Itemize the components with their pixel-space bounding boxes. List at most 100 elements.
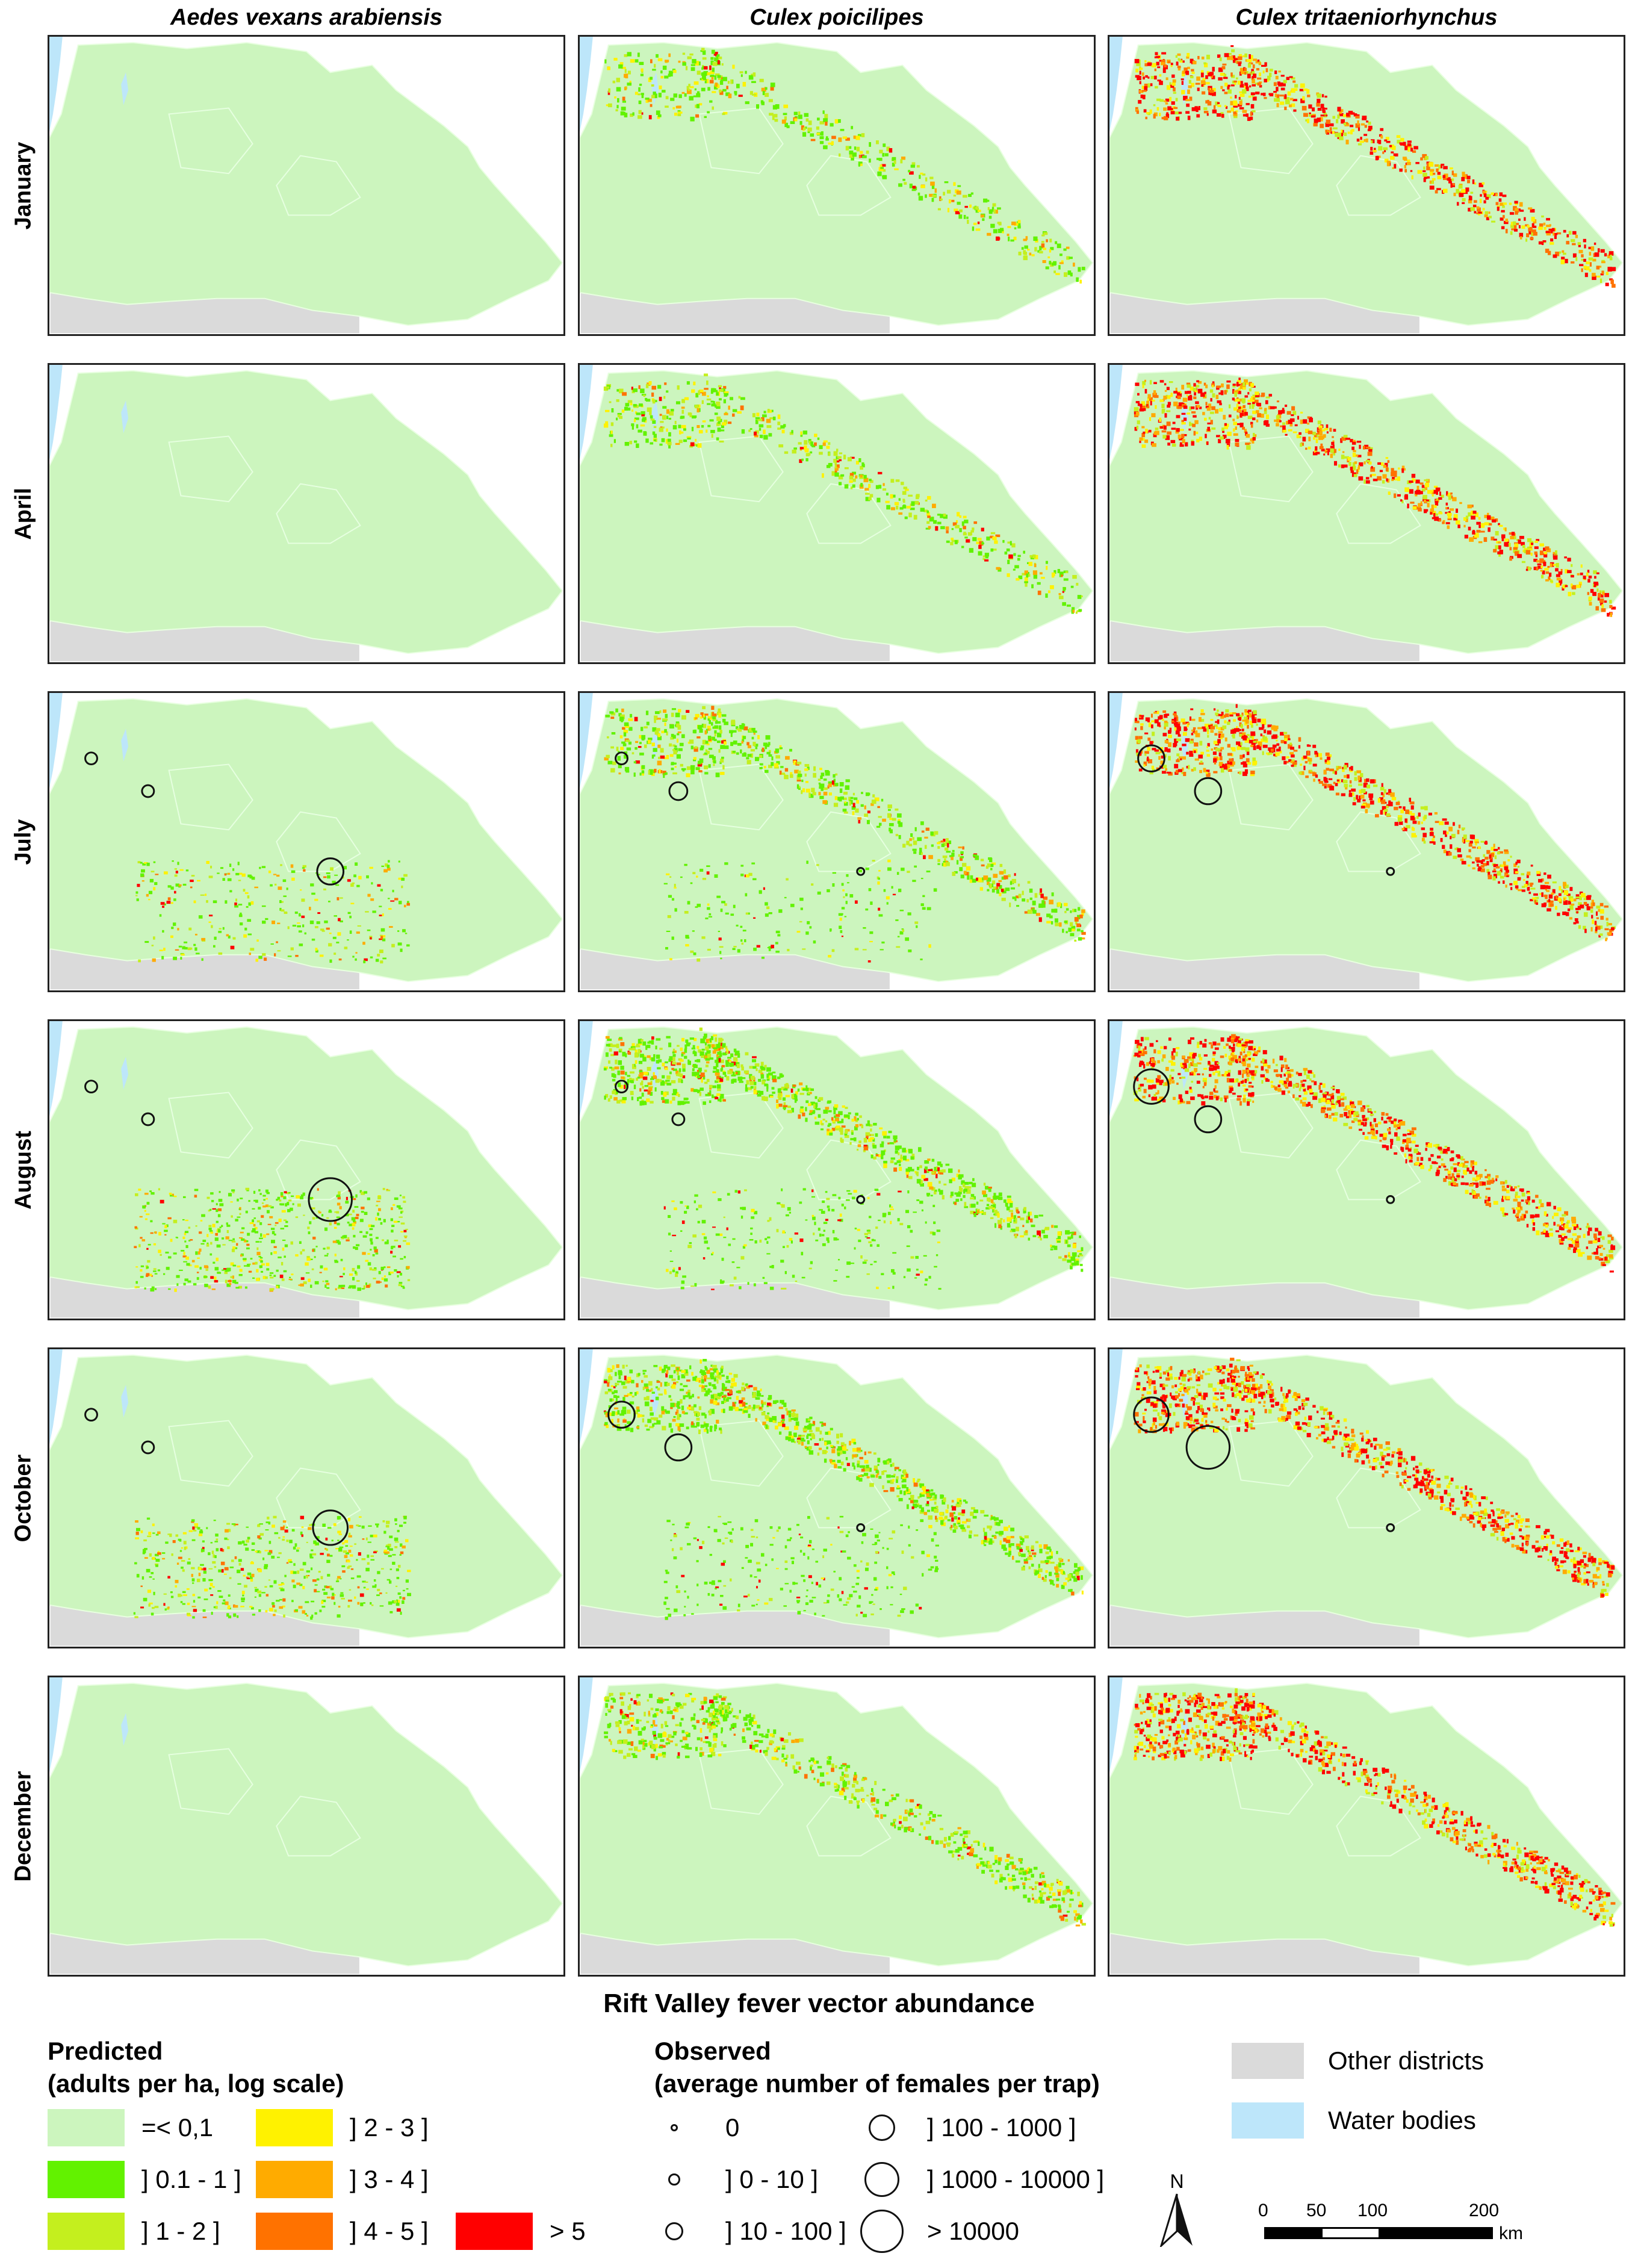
map-panel-january-3 (1108, 35, 1625, 336)
observed-trap-circle (1194, 1105, 1223, 1134)
map-panel-october-1 (48, 1347, 565, 1648)
north-label: N (1170, 2170, 1184, 2192)
observed-class-0: 0 (641, 2109, 739, 2146)
water-bodies-swatch (1232, 2102, 1304, 2139)
lake (121, 400, 129, 433)
observed-trap-circle (664, 1433, 693, 1462)
water-body (580, 37, 593, 132)
observed-trap-circle (1185, 1424, 1231, 1470)
predicted-class-6: > 5 (456, 2213, 586, 2250)
scale-tick-100: 100 (1357, 2201, 1388, 2220)
scale-bar-graphic (1264, 2227, 1493, 2239)
map-panel-august-2 (578, 1019, 1096, 1320)
observed-trap-circle (668, 781, 689, 801)
north-arrow-icon (1159, 2193, 1193, 2249)
row-title-december: December (10, 1771, 36, 1881)
water-body (49, 693, 63, 789)
row-title-january: January (10, 141, 36, 229)
map-panel-december-3 (1108, 1676, 1625, 1977)
lake (651, 400, 659, 433)
observed-trap-circle (671, 1112, 686, 1126)
water-body (49, 1021, 63, 1117)
map-panel-august-1 (48, 1019, 565, 1320)
water-body (580, 365, 593, 461)
observed-class-3-circle (869, 2114, 895, 2141)
map-panel-december-1 (48, 1676, 565, 1977)
map-panel-april-2 (578, 363, 1096, 664)
predicted-class-0-swatch (48, 2109, 125, 2146)
observed-class-5: > 10000 (849, 2210, 1019, 2253)
water-body (580, 1677, 593, 1773)
observed-class-4: ] 1000 - 10000 ] (849, 2161, 1104, 2198)
water-body (580, 1349, 593, 1445)
map-panel-july-2 (578, 691, 1096, 992)
water-body (580, 1021, 593, 1117)
predicted-heading: Predicted (adults per ha, log scale) (48, 2037, 344, 2098)
water-body (1109, 693, 1123, 789)
observed-class-5-circle (860, 2210, 904, 2253)
observed-trap-circle (141, 1112, 155, 1126)
predicted-class-4: ] 3 - 4 ] (256, 2161, 429, 2198)
observed-trap-circle (1386, 1523, 1395, 1532)
observed-trap-circle (1194, 777, 1223, 806)
observed-trap-circle (312, 1509, 349, 1546)
observed-class-3: ] 100 - 1000 ] (849, 2109, 1076, 2146)
observed-heading: Observed (average number of females per … (654, 2037, 1100, 2098)
column-title-culex-poicilipes: Culex poicilipes (749, 5, 924, 30)
predicted-class-6-swatch (456, 2213, 533, 2250)
map-panel-april-1 (48, 363, 565, 664)
water-body (49, 1349, 63, 1445)
scale-tick-50: 50 (1306, 2201, 1327, 2220)
row-title-july: July (10, 818, 36, 865)
map-panel-july-3 (1108, 691, 1625, 992)
map-panel-january-1 (48, 35, 565, 336)
row-title-october: October (10, 1454, 36, 1542)
observed-class-1-circle (668, 2173, 680, 2186)
map-panel-july-1 (48, 691, 565, 992)
predicted-class-1: ] 0.1 - 1 ] (48, 2161, 241, 2198)
water-body (1109, 37, 1123, 132)
observed-trap-circle (1133, 1068, 1170, 1105)
water-body (1109, 1677, 1123, 1773)
map-panel-december-2 (578, 1676, 1096, 1977)
observed-trap-circle (615, 1080, 628, 1094)
lake (1181, 1385, 1189, 1418)
water-body (49, 1677, 63, 1773)
row-title-august: August (10, 1130, 36, 1210)
lake (121, 1385, 129, 1418)
observed-trap-circle (856, 866, 866, 876)
predicted-class-2-swatch (48, 2213, 125, 2250)
scale-bar: 0 50 100 200 km (1258, 2201, 1559, 2249)
map-panel-october-3 (1108, 1347, 1625, 1648)
predicted-class-3: ] 2 - 3 ] (256, 2109, 429, 2146)
map-panel-august-3 (1108, 1019, 1625, 1320)
other-districts-swatch (1232, 2043, 1304, 2079)
legend-title: Rift Valley fever vector abundance (603, 1989, 1035, 2018)
water-body (1109, 365, 1123, 461)
observed-trap-circle (1137, 744, 1165, 772)
observed-trap-circle (141, 1440, 155, 1455)
water-body (1109, 1021, 1123, 1117)
lake (121, 729, 129, 762)
predicted-class-5-swatch (256, 2213, 333, 2250)
legend-water-bodies: Water bodies (1232, 2102, 1476, 2139)
observed-class-0-circle (671, 2124, 678, 2131)
observed-trap-circle (607, 1400, 636, 1429)
observed-trap-circle (84, 1080, 98, 1094)
predicted-class-2: ] 1 - 2 ] (48, 2213, 220, 2250)
predicted-class-4-swatch (256, 2161, 333, 2198)
observed-trap-circle (856, 1195, 866, 1204)
predicted-class-3-swatch (256, 2109, 333, 2146)
observed-class-2: ] 10 - 100 ] (641, 2213, 846, 2250)
observed-trap-circle (856, 1523, 866, 1532)
lake (651, 729, 659, 762)
predicted-class-5: ] 4 - 5 ] (256, 2213, 429, 2250)
predicted-class-0: =< 0,1 (48, 2109, 213, 2146)
map-panel-october-2 (578, 1347, 1096, 1648)
predicted-class-1-swatch (48, 2161, 125, 2198)
observed-trap-circle (615, 751, 628, 766)
scale-tick-200: 200 (1469, 2201, 1500, 2220)
observed-trap-circle (1386, 866, 1395, 876)
row-title-april: April (10, 487, 36, 540)
observed-trap-circle (84, 1408, 98, 1422)
